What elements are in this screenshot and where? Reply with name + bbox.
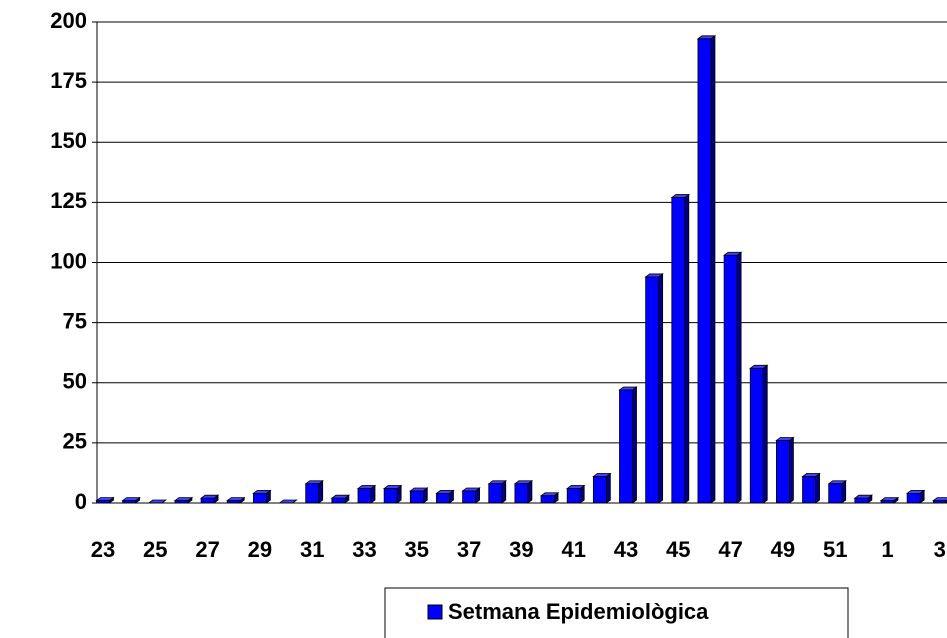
legend-box xyxy=(384,587,849,638)
bar xyxy=(488,483,503,504)
bar xyxy=(776,440,790,504)
y-tick-label: 25 xyxy=(63,429,87,454)
bar xyxy=(828,483,843,504)
x-tick-label: 49 xyxy=(771,537,795,562)
bar-side xyxy=(789,436,794,504)
x-tick-label: 31 xyxy=(300,537,324,562)
y-tick-label: 150 xyxy=(50,128,87,153)
bar xyxy=(619,389,633,504)
x-tick-label: 43 xyxy=(614,537,638,562)
x-tick-label: 35 xyxy=(405,537,429,562)
bar-side xyxy=(527,479,533,504)
bar xyxy=(592,476,607,504)
y-tick-label: 200 xyxy=(50,8,87,33)
bar xyxy=(566,488,581,504)
y-tick-label: 75 xyxy=(63,308,87,333)
x-tick-label: 29 xyxy=(248,537,272,562)
bar-top xyxy=(932,497,947,501)
bar xyxy=(383,488,398,504)
bar-side xyxy=(710,35,716,504)
bar xyxy=(305,483,320,504)
bar xyxy=(462,490,477,504)
bar-side xyxy=(684,193,690,504)
bar-side xyxy=(815,472,820,504)
bar xyxy=(854,497,869,504)
y-tick-label: 0 xyxy=(75,489,87,514)
bar-side xyxy=(632,386,637,504)
bar-side xyxy=(762,364,768,504)
bar-side xyxy=(318,479,324,504)
bar-side xyxy=(605,472,611,504)
bar xyxy=(906,492,921,504)
bar xyxy=(802,476,816,504)
x-tick-label: 39 xyxy=(509,537,533,562)
x-tick-label: 51 xyxy=(823,537,847,562)
x-tick-label: 3 xyxy=(934,537,946,562)
bar xyxy=(357,488,372,504)
bar-side xyxy=(736,251,742,504)
x-tick-label: 1 xyxy=(881,537,893,562)
bar xyxy=(252,492,267,504)
x-tick-label: 23 xyxy=(91,537,115,562)
legend-label: Setmana Epidemiològica xyxy=(448,599,709,624)
bar xyxy=(723,254,738,504)
x-tick-label: 25 xyxy=(143,537,167,562)
x-tick-label: 45 xyxy=(666,537,690,562)
x-tick-label: 27 xyxy=(195,537,219,562)
x-tick-label: 41 xyxy=(561,537,585,562)
bar xyxy=(331,497,346,504)
bar xyxy=(540,495,555,504)
x-tick-label: 47 xyxy=(718,537,742,562)
y-tick-label: 125 xyxy=(50,188,87,213)
bar-side xyxy=(658,273,664,504)
bar xyxy=(671,197,686,504)
bar xyxy=(749,367,764,504)
x-tick-label: 37 xyxy=(457,537,481,562)
bar-side xyxy=(841,479,847,504)
bar xyxy=(514,483,529,504)
bar-side xyxy=(501,479,507,504)
x-tick-label: 33 xyxy=(352,537,376,562)
y-tick-label: 100 xyxy=(50,248,87,273)
y-tick-label: 50 xyxy=(63,369,87,394)
bar xyxy=(200,497,215,504)
y-tick-label: 175 xyxy=(50,68,87,93)
bar xyxy=(436,492,450,504)
bar xyxy=(697,38,712,504)
bar xyxy=(645,276,660,504)
bar xyxy=(409,490,424,504)
legend-swatch xyxy=(427,604,443,620)
